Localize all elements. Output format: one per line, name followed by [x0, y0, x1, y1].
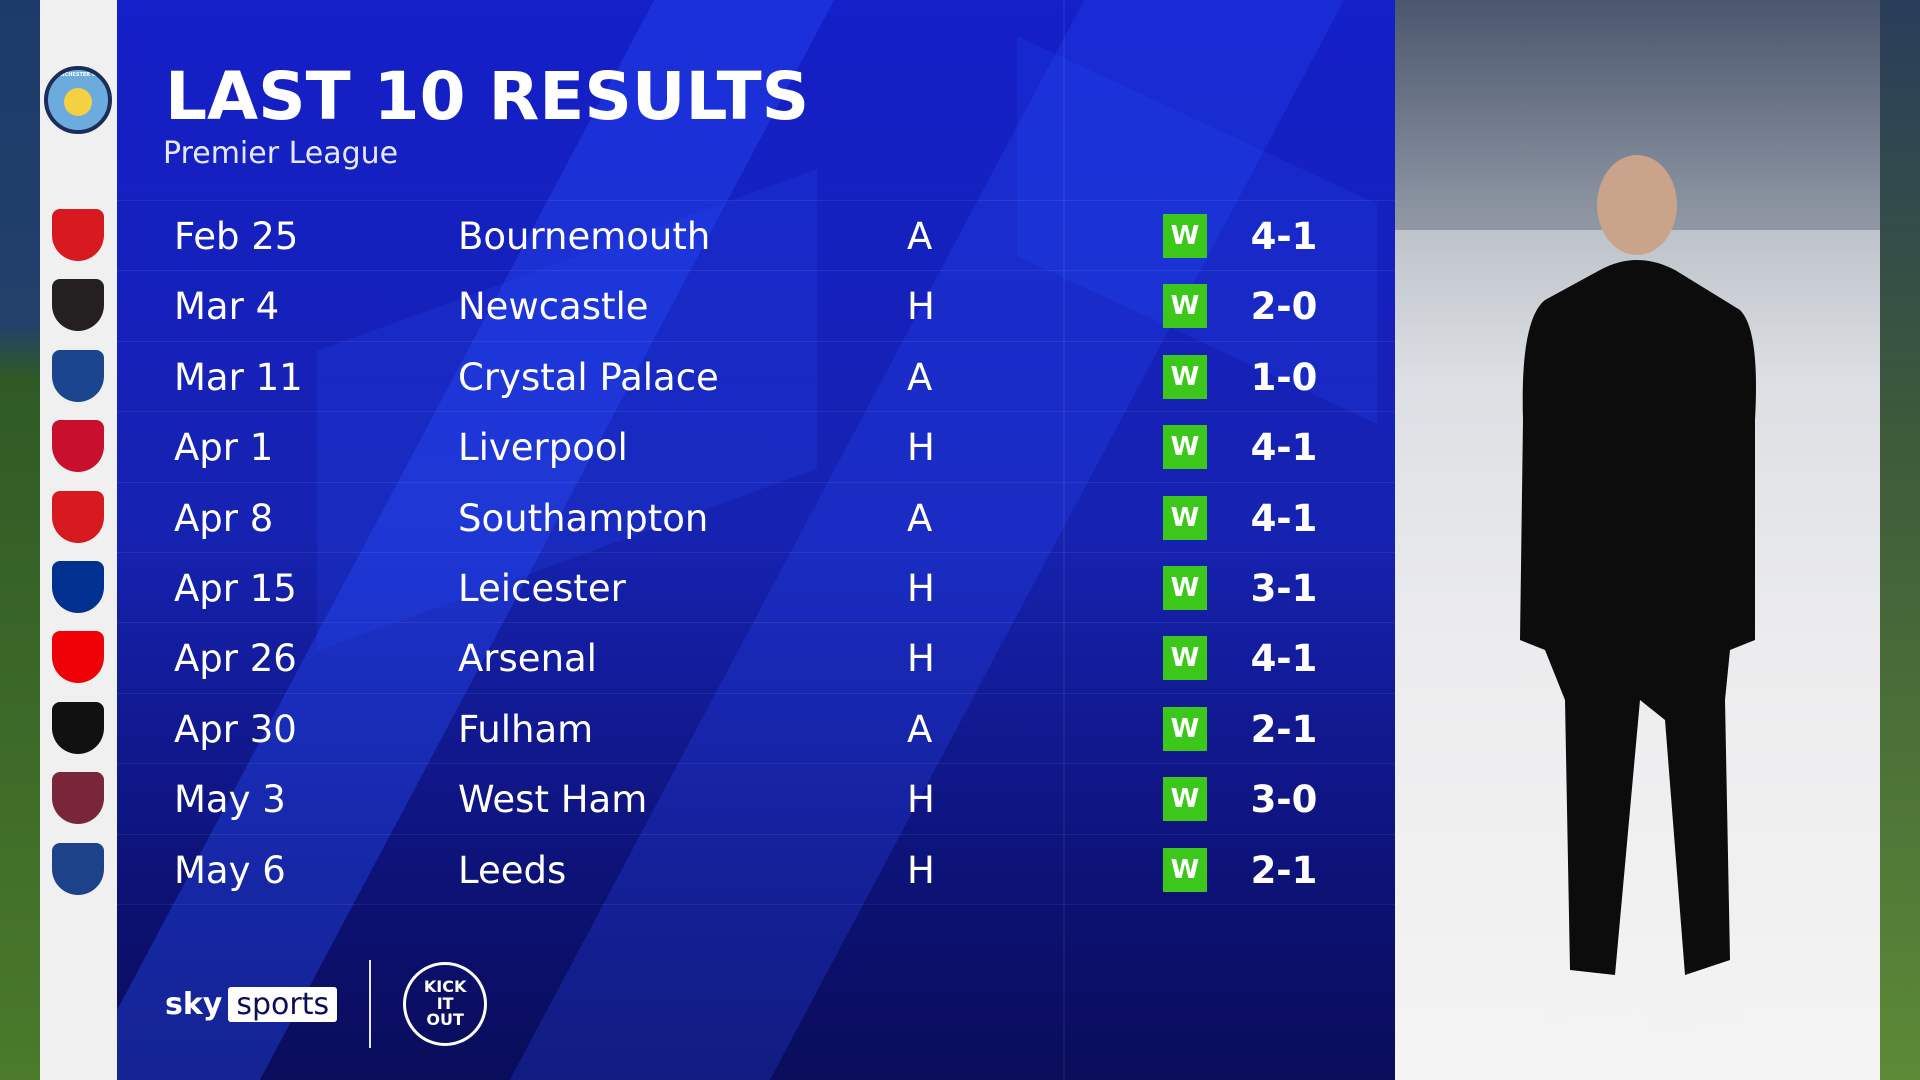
sky-sports-logo: sky: [165, 986, 223, 1022]
match-date: Apr 15: [174, 567, 297, 610]
sky-sports-logo-box: sports: [228, 986, 338, 1022]
result-badge: W: [1163, 425, 1207, 470]
result-row: Apr 30 Fulham A W 2-1: [117, 692, 1395, 764]
opponent-name: Leicester: [458, 567, 626, 610]
opponent-name: Leeds: [458, 848, 567, 892]
venue: H: [907, 426, 935, 470]
opponent-name: Newcastle: [458, 285, 649, 329]
venue: H: [907, 778, 935, 822]
score: 4-1: [1250, 426, 1318, 470]
result-row: May 6 Leeds H W 2-1: [117, 833, 1395, 905]
result-row: Feb 25 Bournemouth A W 4-1: [117, 200, 1395, 271]
background-pitch-left: [0, 0, 40, 1080]
result-badge: W: [1163, 777, 1207, 822]
result-row: Apr 1 Liverpool H W 4-1: [117, 411, 1395, 482]
background-pitch-right: [1880, 0, 1920, 1080]
score: 2-0: [1250, 285, 1318, 329]
venue: H: [907, 848, 935, 892]
match-date: Feb 25: [174, 215, 299, 258]
opponent-name: Southampton: [458, 496, 709, 540]
result-row: Apr 15 Leicester H W 3-1: [117, 552, 1395, 623]
venue: H: [907, 637, 935, 681]
result-row: Mar 4 Newcastle H W 2-0: [117, 270, 1395, 341]
crest-column: Manchester City: [40, 0, 117, 1080]
opponent-name: West Ham: [458, 778, 648, 822]
page-title: LAST 10 RESULTS: [165, 58, 810, 135]
opponent-crest-icon: [52, 631, 104, 684]
results-panel: LAST 10 RESULTS Premier League Feb 25 Bou…: [117, 0, 1395, 1080]
opponent-crest-icon: [52, 279, 104, 332]
score: 3-1: [1250, 567, 1318, 610]
result-badge: W: [1163, 284, 1207, 329]
result-badge: W: [1163, 706, 1207, 751]
result-badge: W: [1163, 354, 1207, 399]
score: 2-1: [1250, 707, 1318, 751]
score: 2-1: [1250, 848, 1318, 892]
result-row: May 3 West Ham H W 3-0: [117, 763, 1395, 834]
result-badge: W: [1163, 636, 1207, 681]
opponent-name: Bournemouth: [458, 215, 711, 258]
result-badge: W: [1163, 495, 1207, 540]
opponent-name: Arsenal: [458, 637, 597, 681]
opponent-crest-icon: [52, 209, 104, 261]
opponent-crest-icon: [52, 490, 104, 543]
venue: A: [907, 355, 933, 399]
score: 1-0: [1250, 355, 1318, 399]
opponent-crest-icon: [52, 842, 104, 895]
footer-divider: [369, 960, 372, 1048]
result-badge: W: [1163, 214, 1207, 258]
team-name: Manchester City: [51, 72, 105, 78]
result-badge: W: [1163, 847, 1207, 892]
kick-it-out-text: KICK IT OUT: [423, 976, 467, 1030]
result-row: Apr 8 Southampton A W 4-1: [117, 481, 1395, 553]
opponent-crest-icon: [52, 349, 104, 402]
score: 4-1: [1250, 637, 1318, 681]
opponent-crest-icon: [52, 701, 104, 754]
footer-logos: sky sports KICK IT OUT: [165, 960, 488, 1048]
result-row: Mar 11 Crystal Palace A W 1-0: [117, 340, 1395, 412]
opponent-crest-icon: [52, 561, 104, 613]
manager-photo: [1395, 0, 1880, 1080]
match-date: Apr 26: [174, 637, 297, 681]
result-row: Apr 26 Arsenal H W 4-1: [117, 622, 1395, 693]
page-subtitle: Premier League: [163, 136, 399, 171]
venue: H: [907, 285, 935, 329]
opponent-crest-icon: [52, 772, 104, 825]
column-divider: [1063, 0, 1065, 1080]
match-date: Apr 8: [174, 496, 274, 540]
match-date: May 6: [174, 848, 286, 892]
match-date: Mar 11: [174, 355, 303, 399]
kick-it-out-logo: KICK IT OUT: [403, 962, 488, 1046]
venue: A: [907, 707, 933, 751]
opponent-name: Crystal Palace: [458, 355, 719, 399]
opponent-crest-icon: [52, 420, 104, 473]
match-date: Apr 1: [174, 426, 274, 470]
match-date: Mar 4: [174, 285, 280, 329]
venue: A: [907, 215, 933, 258]
match-date: Apr 30: [174, 707, 297, 751]
opponent-name: Liverpool: [458, 426, 628, 470]
result-badge: W: [1163, 566, 1207, 610]
match-date: May 3: [174, 778, 286, 822]
score: 4-1: [1250, 215, 1318, 258]
opponent-name: Fulham: [458, 707, 594, 751]
man-city-crest-icon: Manchester City: [44, 66, 112, 134]
score: 3-0: [1250, 778, 1318, 822]
venue: H: [907, 567, 935, 610]
score: 4-1: [1250, 496, 1318, 540]
venue: A: [907, 496, 933, 540]
